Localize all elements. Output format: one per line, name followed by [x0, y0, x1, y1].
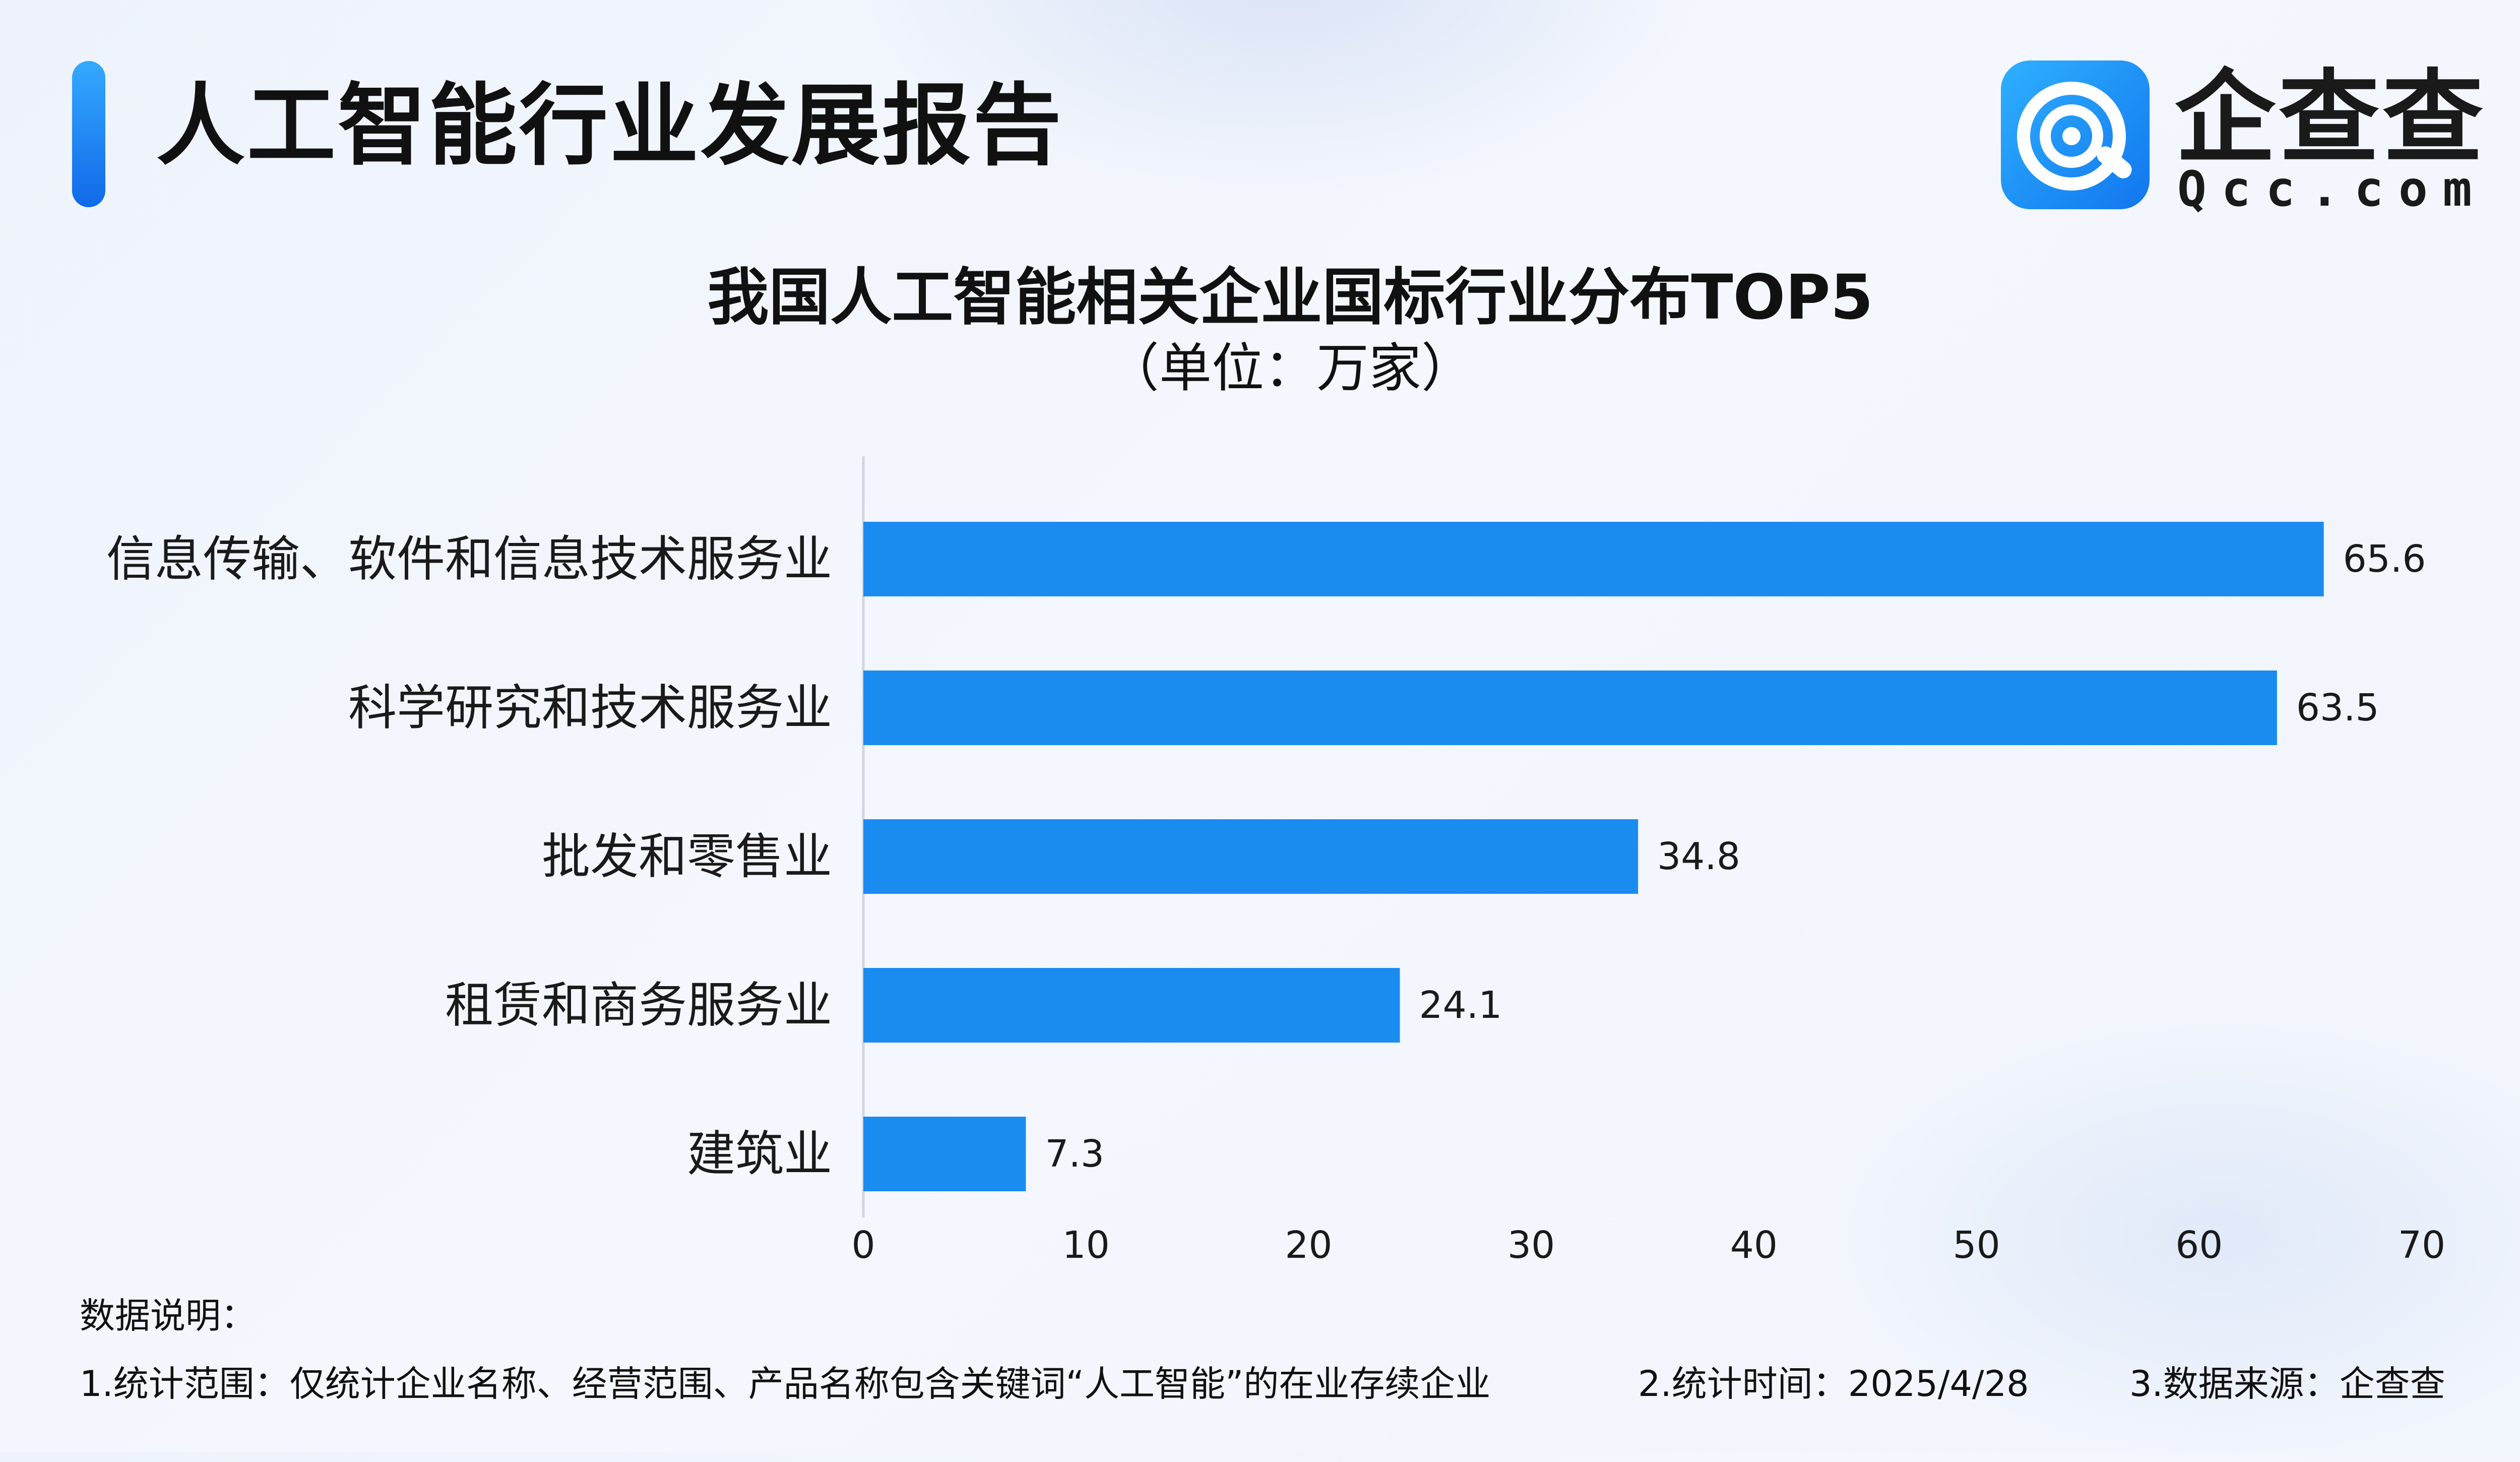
- notes-heading: 数据说明：: [80, 1295, 256, 1336]
- bar: [863, 819, 1639, 894]
- category-label: 租赁和商务服务业: [445, 977, 832, 1033]
- category-label: 信息传输、软件和信息技术服务业: [106, 531, 832, 587]
- data-label: 7.3: [1045, 1132, 1104, 1176]
- background-glow: [1814, 1008, 2520, 1462]
- x-tick-label: 20: [1285, 1224, 1332, 1267]
- x-tick-label: 40: [1730, 1224, 1778, 1267]
- note-range: 1.统计范围：仅统计企业名称、经营范围、产品名称包含关键词“人工智能”的在业存续…: [80, 1363, 1491, 1405]
- brand-logo: 企查查 Qcc.com: [2001, 60, 2483, 217]
- data-label: 65.6: [2343, 537, 2426, 581]
- chart-title: 我国人工智能相关企业国标行业分布TOP5: [707, 262, 1873, 333]
- x-tick-label: 50: [1952, 1224, 2000, 1267]
- x-tick-label: 10: [1062, 1224, 1110, 1267]
- bar-chart: 信息传输、软件和信息技术服务业 65.6 科学研究和技术服务业 63.5 批发和零售业 3…: [106, 456, 2445, 1267]
- chart-unit: （单位：万家）: [1106, 337, 1474, 399]
- category-label: 建筑业: [687, 1126, 832, 1182]
- x-tick-label: 30: [1507, 1224, 1555, 1267]
- note-source: 3.数据来源：企查查: [2129, 1363, 2445, 1405]
- x-tick-label: 0: [851, 1224, 875, 1267]
- title-accent-bar: [72, 61, 105, 207]
- category-label: 批发和零售业: [542, 828, 832, 885]
- bar: [863, 671, 2277, 745]
- background-glow: [857, 0, 1714, 202]
- bar: [863, 1117, 1026, 1191]
- category-label: 科学研究和技术服务业: [348, 680, 832, 736]
- data-label: 63.5: [2296, 686, 2379, 729]
- x-tick-label: 60: [2175, 1224, 2223, 1267]
- bar: [863, 968, 1400, 1043]
- logo-text-en: Qcc.com: [2177, 161, 2487, 217]
- note-time: 2.统计时间：2025/4/28: [1638, 1363, 2029, 1405]
- report-title: 人工智能行业发展报告: [156, 74, 1064, 177]
- data-label: 24.1: [1419, 984, 1502, 1027]
- x-tick-label: 70: [2398, 1224, 2445, 1267]
- logo-text-cn: 企查查: [2175, 59, 2487, 177]
- data-label: 34.8: [1657, 835, 1740, 878]
- qcc-logo-icon: [2001, 60, 2150, 209]
- bar: [863, 522, 2324, 596]
